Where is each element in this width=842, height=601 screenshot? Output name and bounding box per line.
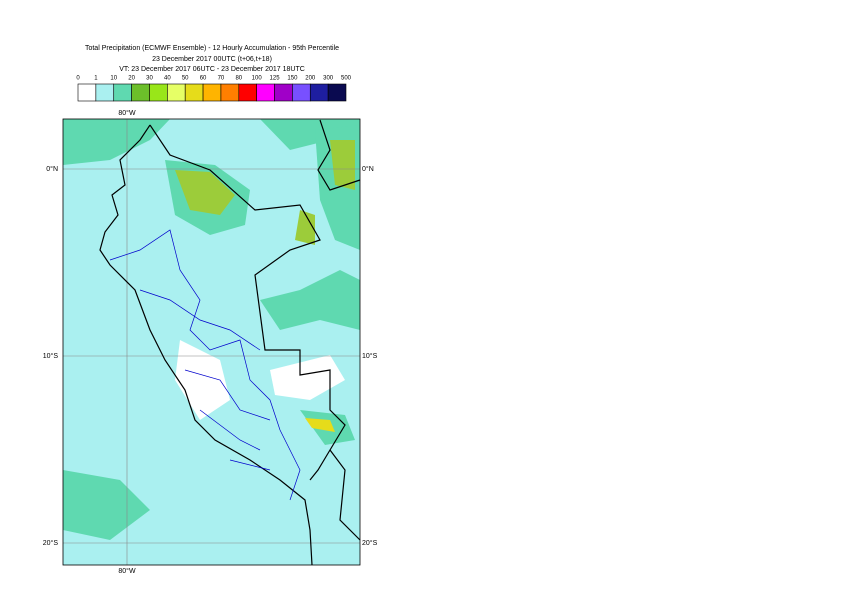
- colorbar-label: 30: [146, 76, 153, 82]
- colorbar-label: 1: [94, 76, 98, 82]
- precip-area: [175, 170, 235, 215]
- title: Total Precipitation (ECMWF Ensemble) - 1…: [85, 45, 339, 52]
- region-border: [109, 229, 301, 501]
- precip-area: [260, 270, 360, 330]
- colorbar-box: [184, 83, 204, 102]
- country-border: [329, 449, 361, 541]
- colorbar-box: [220, 83, 240, 102]
- colorbar-box: [167, 83, 186, 102]
- colorbar-box: [131, 83, 150, 102]
- colorbar-label: 500: [341, 76, 352, 82]
- colorbar-label: 300: [323, 76, 334, 82]
- colorbar-label: 0: [76, 76, 80, 82]
- lat-label: 10°S: [43, 352, 59, 360]
- colorbar-label: 100: [252, 76, 263, 82]
- precip-area: [63, 119, 360, 165]
- coastline: [99, 124, 313, 566]
- dry-area: [270, 355, 345, 400]
- colorbar-label: 10: [110, 76, 117, 82]
- colorbar-box: [149, 83, 168, 102]
- colorbar-label: 200: [305, 76, 316, 82]
- colorbar-label: 20: [128, 76, 135, 82]
- lat-label: 0°N: [46, 165, 58, 173]
- colorbar: 0 1 10 20 30 40 50 60 70 80 100 125 150 200 300 500: [76, 76, 352, 102]
- colorbar-label: 125: [270, 76, 281, 82]
- lon-label: 80°W: [118, 567, 136, 575]
- lat-label: 10°S: [362, 352, 378, 360]
- colorbar-box: [327, 83, 347, 102]
- lat-label: 0°N: [362, 165, 374, 173]
- lon-label: 80°W: [118, 109, 136, 117]
- colorbar-label: 70: [218, 76, 225, 82]
- subtitle: 23 December 2017 00UTC (t+06,t+18): [152, 56, 272, 63]
- colorbar-box: [202, 83, 222, 102]
- colorbar-box: [95, 83, 115, 102]
- colorbar-box: [274, 83, 293, 102]
- colorbar-label: 150: [287, 76, 298, 82]
- precip-area: [330, 140, 355, 190]
- precip-area: [63, 470, 150, 540]
- colorbar-box: [256, 83, 275, 102]
- colorbar-label: 50: [182, 76, 189, 82]
- colorbar-box: [77, 83, 97, 102]
- colorbar-box: [113, 83, 132, 102]
- colorbar-label: 60: [200, 76, 207, 82]
- colorbar-label: 40: [164, 76, 171, 82]
- country-border: [317, 119, 361, 191]
- map: [62, 118, 361, 566]
- colorbar-box: [238, 83, 257, 102]
- map-frame: [62, 118, 361, 566]
- precip-area: [295, 210, 315, 245]
- colorbar-box: [309, 83, 329, 102]
- precip-area: [305, 418, 335, 432]
- regional-borders: [109, 229, 301, 501]
- borders: [99, 119, 361, 566]
- colorbar-label: 80: [235, 76, 242, 82]
- valid-time: VT: 23 December 2017 06UTC - 23 December…: [119, 66, 305, 73]
- region-border: [139, 289, 271, 471]
- country-border: [149, 124, 346, 481]
- lat-label: 20°S: [43, 539, 59, 547]
- lat-label: 20°S: [362, 539, 378, 547]
- colorbar-box: [292, 83, 311, 102]
